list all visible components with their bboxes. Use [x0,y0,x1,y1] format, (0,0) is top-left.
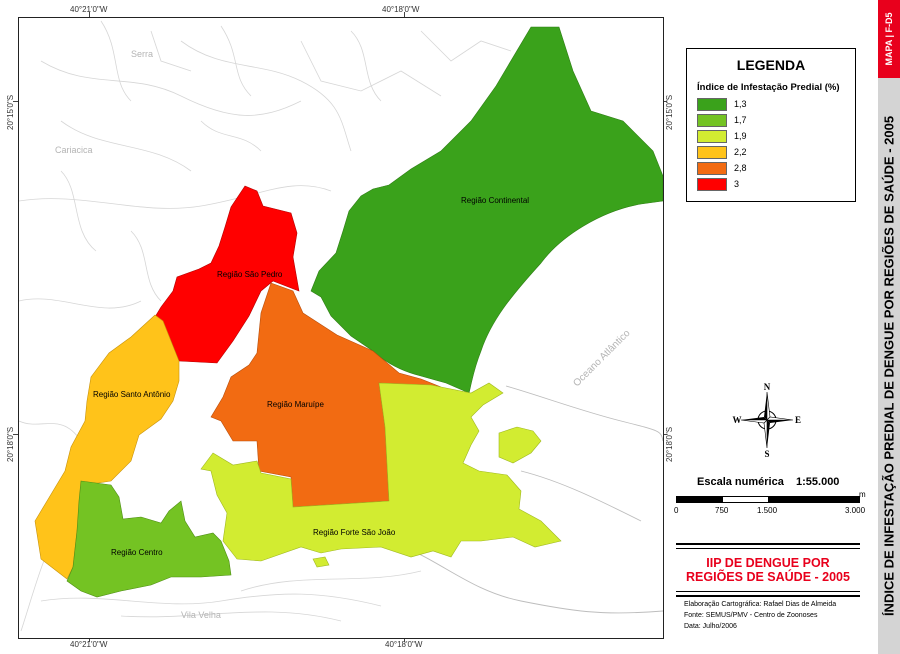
legend-swatch [697,97,727,111]
legend-subtitle: Índice de Infestação Predial (%) [697,82,840,93]
scale-segment [722,497,768,502]
scale-unit: m [859,490,866,499]
legend-item: 2,2 [697,145,747,159]
divider [676,591,860,592]
tick [13,101,18,102]
legend-swatch [697,129,727,143]
map-id-text: MAPA | F-D5 [884,12,894,66]
region-forte-sao-joao-island[interactable] [498,426,542,464]
tick [89,637,90,642]
legend-label: 1,7 [734,115,747,125]
credits-author: Elaboração Cartográfica: Rafael Dias de … [684,601,837,608]
coord-bottom-right: 40°18'0"W [385,640,423,649]
tick [662,434,667,435]
place-label-cariacica: Cariacica [55,145,93,155]
scale-label: 750 [715,506,729,515]
tick [662,101,667,102]
compass-s: S [764,449,769,458]
map-title-line1: IIP DE DENGUE POR [706,556,830,570]
legend-label: 2,2 [734,147,747,157]
scale-segment [768,497,859,502]
compass-e: E [795,415,801,425]
scale-segment [677,497,723,502]
map-id-tag [878,0,900,78]
tick [404,637,405,642]
credits-date: Data: Julho/2006 [684,623,737,630]
map-frame[interactable]: Região Continental Região São Pedro Regi… [18,17,664,639]
legend-label: 3 [734,179,740,189]
place-label-ocean: Oceano Atlântico [571,328,633,390]
region-label-maruipe: Região Maruípe [267,400,324,409]
coastline [400,385,663,614]
tick [89,12,90,17]
place-label-vila-velha: Vila Velha [181,610,221,620]
compass-rose-icon: N S W E [733,382,802,458]
coord-left-lower: 20°18'0"S [6,426,15,462]
scale-value: 1:55.000 [796,476,840,488]
scale-label: 1.500 [757,506,778,515]
legend-label: 2,8 [734,163,747,173]
place-label-serra: Serra [131,49,153,59]
basemap-lines [19,20,512,632]
tick [404,12,405,17]
map-title-line2: REGIÕES DE SAÚDE - 2005 [686,570,850,584]
legend-label: 1,3 [734,99,747,109]
scale-label: 3.000 [845,506,866,515]
legend: LEGENDA Índice de Infestação Predial (%)… [686,48,856,202]
legend-title: LEGENDA [736,57,806,73]
legend-item: 1,3 [697,97,747,111]
region-label-continental: Região Continental [461,196,529,205]
legend-label: 1,9 [734,131,747,141]
region-label-santo-antonio: Região Santo Antônio [93,390,171,399]
legend-swatch [697,145,727,159]
compass-w: W [733,415,742,425]
coord-top-right: 40°18'0"W [382,5,420,14]
scale-bar [676,496,860,503]
map-canvas: Região Continental Região São Pedro Regi… [19,20,663,632]
legend-swatch [697,113,727,127]
credits-source: Fonte: SEMUS/PMV - Centro de Zoonoses [684,612,818,619]
region-centro[interactable] [66,480,232,598]
coord-bottom-left: 40°21'0"W [70,640,108,649]
coord-right-lower: 20°18'0"S [665,426,674,462]
legend-item: 1,9 [697,129,747,143]
region-forte-sao-joao[interactable] [200,382,562,562]
region-label-sao-pedro: Região São Pedro [217,270,283,279]
region-label-forte-sao-joao: Região Forte São João [313,528,396,537]
map-title-box: IIP DE DENGUE POR REGIÕES DE SAÚDE - 200… [676,543,860,597]
scale-label: 0 [674,506,679,515]
legend-swatch [697,161,727,175]
side-title: ÍNDICE DE INFESTAÇÃO PREDIAL DE DENGUE P… [881,115,897,617]
scale-title: Escala numérica [697,476,784,488]
legend-item: 3 [697,177,740,191]
tick [13,434,18,435]
region-label-centro: Região Centro [111,548,163,557]
legend-item: 1,7 [697,113,747,127]
legend-item: 2,8 [697,161,747,175]
compass-n: N [764,382,771,392]
legend-swatch [697,177,727,191]
side-title-strip [878,0,900,654]
region-forte-sao-joao-island[interactable] [312,556,330,568]
coord-top-left: 40°21'0"W [70,5,108,14]
region-continental[interactable] [310,26,663,394]
divider [676,548,860,549]
